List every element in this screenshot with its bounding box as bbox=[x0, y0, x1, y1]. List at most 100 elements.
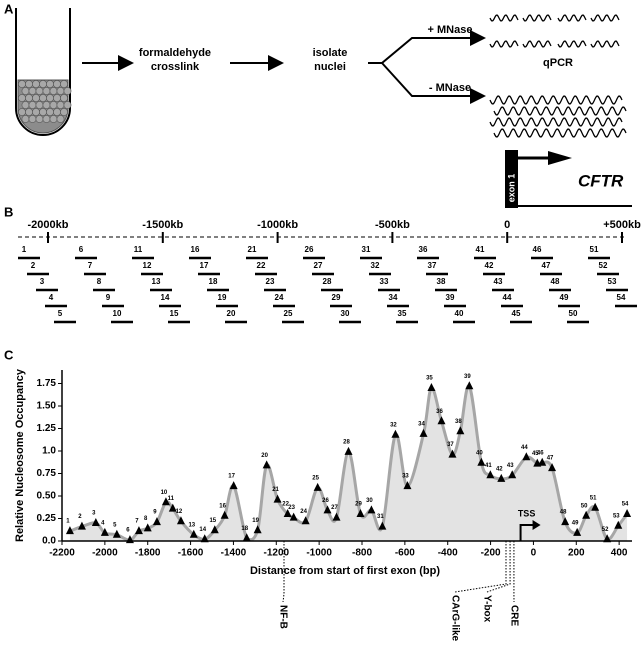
fragment-label: 27 bbox=[314, 261, 323, 270]
fragment-label: 26 bbox=[305, 245, 314, 254]
point-label: 47 bbox=[547, 456, 554, 462]
cell bbox=[25, 94, 33, 102]
marker bbox=[367, 505, 376, 514]
fragment-label: 30 bbox=[341, 309, 350, 318]
cell bbox=[39, 94, 47, 102]
cell bbox=[60, 94, 68, 102]
y-tick-label: 0.50 bbox=[37, 491, 57, 502]
point-label: 51 bbox=[590, 495, 597, 501]
fragment-label: 44 bbox=[503, 293, 512, 302]
marker bbox=[112, 529, 121, 538]
fragment-label: 7 bbox=[88, 261, 93, 270]
cells bbox=[18, 80, 72, 123]
marker bbox=[161, 497, 170, 506]
cell bbox=[53, 94, 61, 102]
marker bbox=[229, 481, 238, 490]
fragment-label: 29 bbox=[332, 293, 341, 302]
dna-waves bbox=[489, 14, 627, 138]
marker bbox=[220, 510, 229, 519]
cell bbox=[32, 94, 40, 102]
fragment-label: 28 bbox=[323, 277, 332, 286]
point-label: 20 bbox=[261, 453, 268, 459]
x-tick-label: -2200 bbox=[49, 548, 75, 559]
panel-letter: C bbox=[4, 347, 14, 362]
marker bbox=[323, 505, 332, 514]
cell bbox=[18, 80, 26, 88]
fragment-label: 43 bbox=[494, 277, 503, 286]
x-tick-label: 200 bbox=[568, 548, 585, 559]
cell bbox=[49, 87, 58, 95]
step-text: isolate bbox=[313, 47, 348, 59]
annotation-line bbox=[454, 541, 507, 593]
marker bbox=[391, 429, 400, 438]
point-label: 7 bbox=[135, 519, 139, 525]
marker bbox=[176, 516, 185, 525]
exon-box bbox=[505, 150, 518, 208]
point-label: 14 bbox=[199, 527, 206, 533]
point-label: 13 bbox=[188, 522, 195, 528]
fragment-label: 6 bbox=[79, 245, 84, 254]
marker bbox=[253, 525, 262, 534]
cell bbox=[39, 108, 47, 116]
cell bbox=[60, 80, 68, 88]
cell bbox=[46, 94, 54, 102]
annotation-label: NF-B bbox=[277, 605, 288, 629]
point-label: 39 bbox=[464, 374, 471, 380]
marker bbox=[403, 481, 412, 490]
cell bbox=[21, 87, 30, 95]
cell bbox=[42, 87, 51, 95]
fragment-label: 38 bbox=[437, 277, 446, 286]
marker bbox=[538, 457, 547, 466]
x-tick-label: -1800 bbox=[135, 548, 161, 559]
fragment-label: 3 bbox=[40, 277, 45, 286]
marker bbox=[456, 426, 465, 435]
fragment-label: 20 bbox=[227, 309, 236, 318]
tube bbox=[15, 8, 71, 136]
point-label: 23 bbox=[288, 505, 295, 511]
marker bbox=[419, 428, 428, 437]
marker bbox=[189, 529, 198, 538]
point-label: 54 bbox=[622, 502, 629, 508]
marker bbox=[77, 521, 86, 530]
y-tick-label: 1.0 bbox=[42, 446, 56, 457]
cell bbox=[21, 115, 30, 123]
y-tick-label: 0.0 bbox=[42, 536, 56, 547]
fragment-label: 31 bbox=[362, 245, 371, 254]
marker bbox=[603, 534, 612, 543]
dna-wave bbox=[493, 106, 627, 116]
marker bbox=[301, 516, 310, 525]
x-tick-label: -800 bbox=[352, 548, 372, 559]
area-fill bbox=[69, 385, 628, 541]
y-tick-label: 0.75 bbox=[37, 468, 57, 479]
point-label: 28 bbox=[343, 439, 350, 445]
cell bbox=[35, 115, 44, 123]
x-tick-label: 0 bbox=[531, 548, 537, 559]
marker bbox=[273, 494, 282, 503]
marker bbox=[143, 523, 152, 532]
fragment-label: 42 bbox=[485, 261, 494, 270]
dna-wave bbox=[489, 117, 623, 127]
point-label: 37 bbox=[447, 442, 454, 448]
fragment-label: 36 bbox=[419, 245, 428, 254]
marker bbox=[448, 449, 457, 458]
cell bbox=[46, 108, 54, 116]
point-label: 50 bbox=[581, 503, 588, 509]
point-label: 21 bbox=[272, 487, 279, 493]
fragment-label: 53 bbox=[608, 277, 617, 286]
condition: - MNase bbox=[429, 82, 471, 94]
marker bbox=[437, 416, 446, 425]
fragment-label: 8 bbox=[97, 277, 102, 286]
fragment-label: 37 bbox=[428, 261, 437, 270]
fragment-label: 47 bbox=[542, 261, 551, 270]
cell bbox=[63, 87, 72, 95]
marker bbox=[548, 463, 557, 472]
marker bbox=[614, 520, 623, 529]
marker bbox=[561, 517, 570, 526]
marker bbox=[289, 512, 298, 521]
dna-wave bbox=[590, 40, 620, 48]
x-tick-label: -1000 bbox=[306, 548, 332, 559]
marker bbox=[65, 526, 74, 535]
tss-label: TSS bbox=[518, 508, 536, 518]
fork bbox=[368, 37, 482, 97]
point-label: 1 bbox=[66, 519, 70, 525]
